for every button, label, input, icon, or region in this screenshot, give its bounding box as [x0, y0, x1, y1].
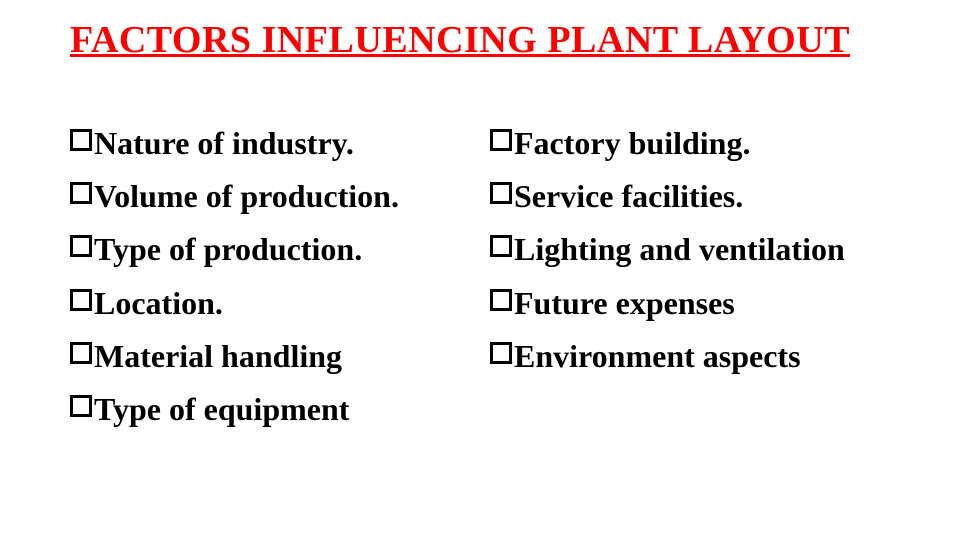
list-item: Type of production.: [70, 228, 480, 271]
right-column: Factory building. Service facilities. Li…: [490, 122, 900, 441]
slide: FACTORS INFLUENCING PLANT LAYOUT Nature …: [0, 0, 960, 540]
list-item: Location.: [70, 282, 480, 325]
square-bullet-icon: [490, 129, 512, 151]
item-text: Environment aspects: [514, 335, 801, 378]
list-item: Environment aspects: [490, 335, 900, 378]
square-bullet-icon: [70, 182, 92, 204]
square-bullet-icon: [70, 129, 92, 151]
square-bullet-icon: [490, 289, 512, 311]
list-item: Nature of industry.: [70, 122, 480, 165]
item-text: Volume of production.: [94, 175, 399, 218]
list-item: Volume of production.: [70, 175, 480, 218]
square-bullet-icon: [490, 235, 512, 257]
list-item: Lighting and ventilation: [490, 228, 900, 271]
list-item: Factory building.: [490, 122, 900, 165]
item-text: Factory building.: [514, 122, 750, 165]
list-item: Material handling: [70, 335, 480, 378]
square-bullet-icon: [70, 342, 92, 364]
slide-title: FACTORS INFLUENCING PLANT LAYOUT: [70, 18, 900, 62]
item-text: Nature of industry.: [94, 122, 354, 165]
square-bullet-icon: [70, 395, 92, 417]
square-bullet-icon: [490, 182, 512, 204]
square-bullet-icon: [490, 342, 512, 364]
item-text: Location.: [94, 282, 223, 325]
item-text: Type of production.: [94, 228, 362, 271]
item-text: Type of equipment: [94, 388, 349, 431]
item-text: Service facilities.: [514, 175, 743, 218]
list-item: Service facilities.: [490, 175, 900, 218]
item-text: Material handling: [94, 335, 342, 378]
item-text: Future expenses: [514, 282, 735, 325]
item-text: Lighting and ventilation: [514, 228, 845, 271]
content-columns: Nature of industry. Volume of production…: [70, 122, 900, 441]
list-item: Future expenses: [490, 282, 900, 325]
list-item: Type of equipment: [70, 388, 480, 431]
square-bullet-icon: [70, 235, 92, 257]
left-column: Nature of industry. Volume of production…: [70, 122, 480, 441]
square-bullet-icon: [70, 289, 92, 311]
